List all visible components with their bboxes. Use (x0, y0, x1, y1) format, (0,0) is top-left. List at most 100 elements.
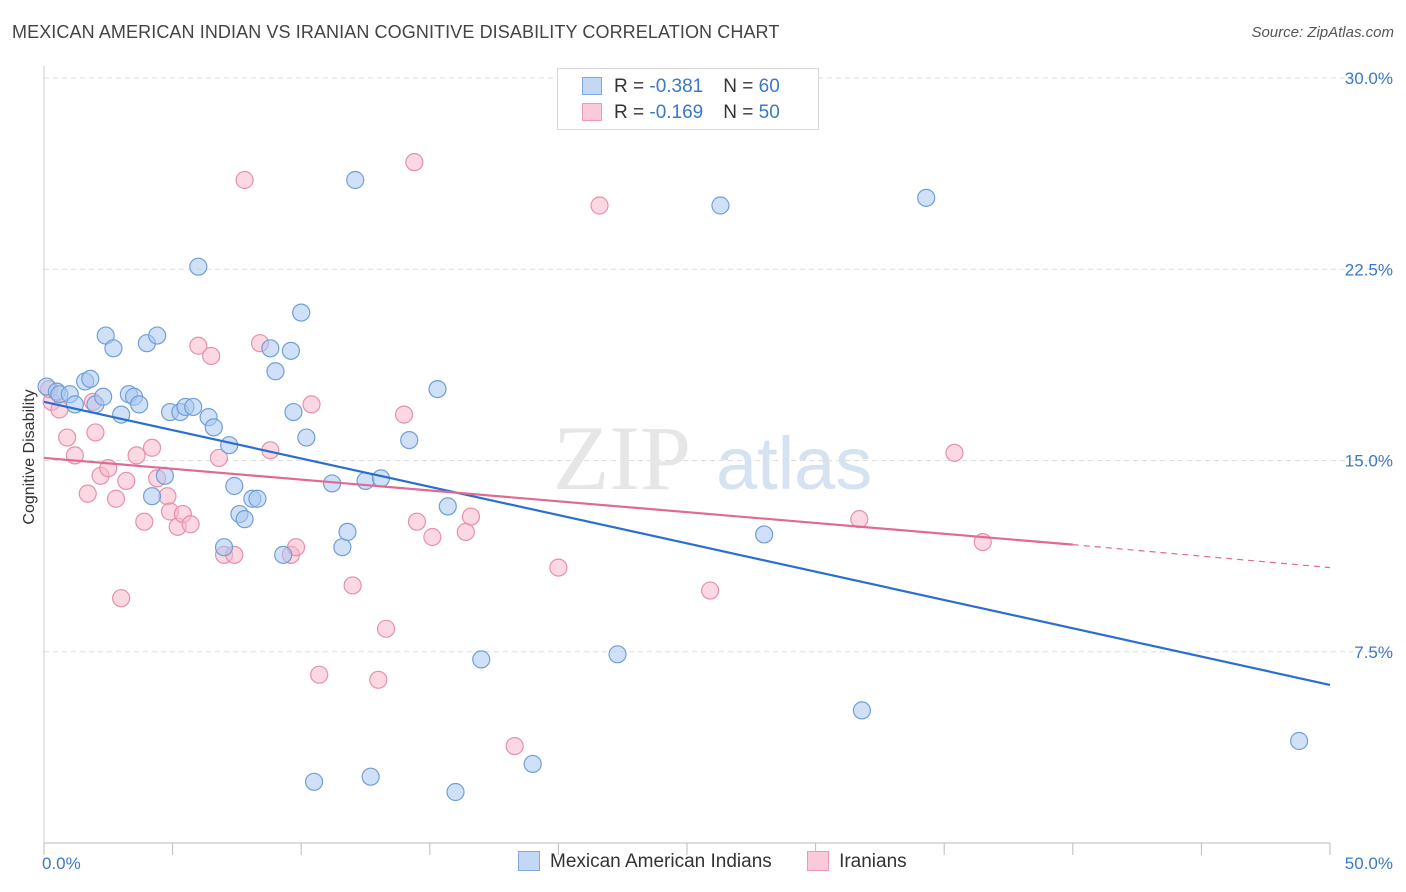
point-mexican-american-indians-40 (304, 772, 324, 791)
point-mexican-american-indians-42 (333, 538, 352, 557)
point-mexican-american-indians-54 (608, 645, 627, 664)
point-mexican-american-indians-6 (81, 369, 100, 388)
y-tick-label-2: 22.5% (1345, 260, 1393, 279)
chart-title: MEXICAN AMERICAN INDIAN VS IRANIAN COGNI… (12, 22, 780, 42)
point-iranians-20 (181, 515, 200, 534)
point-mexican-american-indians-30 (235, 510, 254, 529)
point-mexican-american-indians-17 (155, 466, 174, 485)
point-iranians-9 (106, 489, 126, 508)
point-mexican-american-indians-27 (220, 436, 239, 455)
point-iranians-34 (369, 670, 388, 689)
y-tick-label-3: 30.0% (1345, 69, 1393, 88)
point-iranians-37 (405, 153, 424, 172)
point-iranians-39 (423, 527, 442, 547)
iranians-points (40, 153, 992, 756)
point-iranians-23 (209, 448, 228, 468)
point-iranians-12 (127, 446, 146, 465)
point-mexican-american-indians-16 (148, 326, 167, 345)
legend-n-value-pink: 50 (758, 102, 780, 123)
point-mexican-american-indians-51 (446, 782, 465, 802)
point-iranians-47 (945, 443, 964, 462)
legend-swatch-pink (582, 103, 602, 121)
point-iranians-40 (456, 522, 475, 542)
legend-r-value-blue: -0.381 (649, 76, 704, 97)
point-iranians-44 (590, 196, 609, 215)
legend-swatch-blue (582, 77, 602, 95)
point-mexican-american-indians-26 (214, 538, 234, 557)
trend-line-mexican-american-indians (43, 400, 1331, 686)
point-mexican-american-indians-28 (225, 476, 244, 496)
y-axis-label: Cognitive Disability (21, 389, 38, 524)
point-iranians-33 (343, 576, 362, 595)
legend-item-mexican-american-indians: Mexican American Indians (518, 851, 772, 873)
point-mexican-american-indians-37 (284, 402, 303, 422)
legend-n-label-blue: N = (723, 76, 759, 97)
point-iranians-16 (158, 487, 177, 506)
point-iranians-22 (202, 346, 221, 366)
point-mexican-american-indians-14 (130, 395, 149, 414)
point-mexican-american-indians-22 (184, 397, 203, 417)
point-mexican-american-indians-57 (852, 701, 871, 720)
point-mexican-american-indians-55 (711, 196, 730, 215)
point-mexican-american-indians-38 (292, 303, 311, 322)
point-mexican-american-indians-58 (917, 188, 936, 207)
source-label: Source: ZipAtlas.com (1251, 24, 1394, 41)
point-iranians-26 (235, 170, 254, 190)
legend-r-label-blue: R = (614, 76, 650, 97)
point-mexican-american-indians-43 (338, 522, 357, 542)
point-iranians-32 (310, 665, 329, 684)
legend-r-value-pink: -0.169 (649, 102, 704, 123)
trend-line-iranians (43, 456, 1073, 546)
gridlines (44, 77, 1392, 653)
legend-label-mexican-american-indians: Mexican American Indians (550, 851, 772, 872)
trend-line-iranians-extension (1072, 544, 1331, 569)
tick-labels: 7.5% 15.0% 22.5% 30.0% 0.0% 50.0% (42, 69, 1393, 873)
legend-item-iranians: Iranians (807, 851, 907, 873)
point-mexican-american-indians-50 (438, 497, 457, 516)
y-tick-label-0: 7.5% (1354, 643, 1393, 662)
correlation-legend: R = -0.381 N = 60 R = -0.169 N = 50 (557, 68, 819, 130)
point-iranians-4 (78, 484, 97, 503)
legend-row-pink: R = -0.169 N = 50 (582, 102, 780, 126)
point-iranians-11 (117, 471, 136, 490)
point-mexican-american-indians-10 (104, 339, 123, 358)
point-mexican-american-indians-49 (428, 380, 447, 399)
point-mexican-american-indians-59 (1290, 731, 1309, 751)
point-mexican-american-indians-53 (523, 754, 542, 774)
point-iranians-31 (302, 395, 321, 414)
point-iranians-21 (189, 336, 208, 355)
point-mexican-american-indians-23 (189, 257, 208, 276)
point-iranians-13 (135, 512, 154, 531)
point-mexican-american-indians-44 (346, 170, 365, 190)
axes (43, 66, 1331, 855)
point-mexican-american-indians-48 (400, 431, 419, 450)
legend-swatch-mexican-american-indians (518, 851, 540, 871)
point-iranians-36 (394, 405, 414, 424)
legend-swatch-iranians (807, 851, 830, 871)
point-mexican-american-indians-39 (297, 428, 316, 447)
legend-n-value-blue: 60 (758, 76, 780, 97)
point-iranians-42 (505, 736, 524, 756)
legend-n-label-pink: N = (723, 102, 759, 123)
legend-row-blue: R = -0.381 N = 60 (582, 76, 780, 100)
trend-lines (43, 400, 1331, 686)
x-tick-label-max: 50.0% (1345, 854, 1393, 873)
point-iranians-2 (58, 428, 77, 447)
point-iranians-10 (112, 589, 131, 608)
point-iranians-35 (376, 619, 396, 638)
legend-r-label-pink: R = (614, 102, 650, 123)
point-iranians-6 (86, 423, 105, 442)
point-mexican-american-indians-25 (204, 418, 223, 437)
point-mexican-american-indians-36 (281, 341, 301, 360)
point-mexican-american-indians-34 (266, 362, 285, 381)
point-iranians-38 (407, 512, 427, 531)
point-iranians-43 (549, 558, 568, 577)
watermark-atlas: atlas (716, 422, 872, 505)
legend-label-iranians: Iranians (839, 851, 907, 872)
point-mexican-american-indians-46 (361, 767, 380, 786)
point-iranians-45 (701, 581, 720, 600)
y-tick-label-1: 15.0% (1345, 452, 1393, 471)
point-mexican-american-indians-35 (274, 545, 293, 564)
point-mexican-american-indians-8 (94, 387, 113, 406)
